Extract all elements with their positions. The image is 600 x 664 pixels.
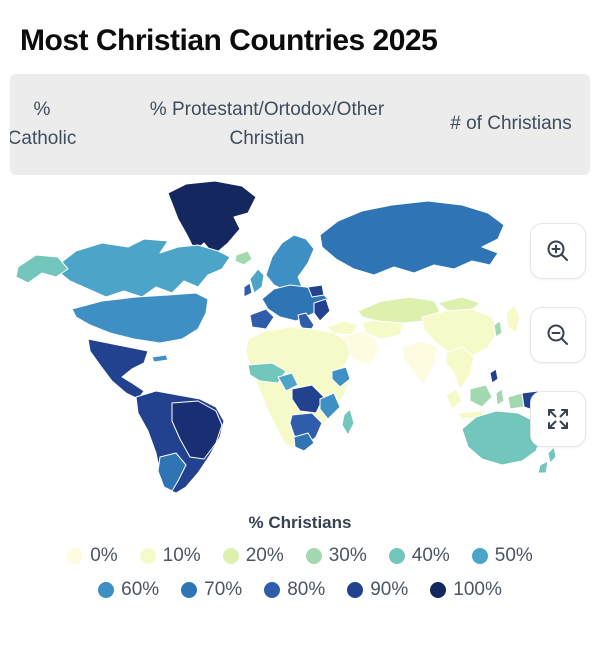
map-region-se-asia[interactable] [445, 346, 475, 390]
legend-item: 70% [181, 579, 242, 601]
map-region-east-africa[interactable] [319, 392, 341, 420]
legend-row-2: 60% 70% 80% 90% 100% [0, 579, 600, 601]
map-region-india[interactable] [401, 340, 439, 386]
legend-label: 50% [494, 545, 533, 566]
map-region-greenland[interactable] [167, 181, 257, 256]
map-region-poland[interactable] [307, 284, 325, 298]
map-region-new-zealand-north[interactable] [547, 446, 557, 464]
legend-item: 100% [430, 579, 502, 601]
map-region-usa[interactable] [71, 292, 209, 344]
map-legend: % Christians 0% 10% 20% 30% 40% [0, 513, 600, 601]
map-region-argentina[interactable] [157, 452, 187, 492]
legend-label: 0% [90, 545, 118, 566]
legend-item: 80% [264, 579, 325, 601]
legend-label: 20% [245, 545, 284, 566]
map-region-nigeria[interactable] [277, 372, 299, 392]
zoom-out-icon [547, 324, 568, 345]
zoom-out-button[interactable] [530, 307, 586, 363]
map-region-canada[interactable] [57, 238, 231, 298]
map-region-russia[interactable] [319, 200, 505, 276]
map-region-cuba[interactable] [151, 354, 169, 363]
world-map-container [10, 181, 590, 501]
legend-label: 100% [453, 579, 502, 600]
map-region-new-guinea-west[interactable] [507, 392, 525, 410]
map-region-west-africa[interactable] [247, 362, 287, 384]
legend-item: 90% [347, 579, 408, 601]
table-header-row: % Catholic % Protestant/Ortodox/Other Ch… [10, 74, 590, 175]
map-region-drc[interactable] [291, 384, 325, 414]
legend-swatch [471, 548, 488, 564]
expand-icon [548, 409, 568, 429]
map-region-south-africa[interactable] [293, 432, 315, 452]
map-region-sumatra[interactable] [445, 388, 463, 410]
map-region-china[interactable] [421, 308, 499, 358]
legend-swatch [98, 582, 115, 598]
legend-swatch [347, 582, 364, 598]
map-region-madagascar[interactable] [341, 408, 355, 436]
map-region-japan[interactable] [505, 304, 521, 334]
map-region-sulawesi[interactable] [495, 388, 505, 406]
legend-swatch [67, 548, 84, 564]
legend-swatch [430, 582, 447, 598]
map-region-korea[interactable] [493, 320, 503, 338]
legend-label: 60% [121, 579, 160, 600]
legend-swatch [222, 548, 239, 564]
legend-label: 30% [328, 545, 367, 566]
legend-label: 90% [370, 579, 409, 600]
map-region-balkans[interactable] [313, 298, 331, 322]
fullscreen-button[interactable] [530, 391, 586, 447]
legend-swatch [264, 582, 281, 598]
page-title: Most Christian Countries 2025 [20, 24, 438, 57]
page: Most Christian Countries 2025 % Catholic… [0, 24, 600, 664]
legend-swatch [305, 548, 322, 564]
legend-label: 10% [162, 545, 201, 566]
legend-label: 40% [411, 545, 450, 566]
zoom-in-icon [547, 240, 568, 261]
map-controls [530, 223, 586, 447]
map-region-iberia[interactable] [249, 308, 275, 330]
legend-item: 10% [139, 545, 201, 567]
legend-row-1: 0% 10% 20% 30% 40% 50% [0, 545, 600, 567]
legend-swatch [388, 548, 405, 564]
column-header-catholic[interactable]: % Catholic [10, 99, 77, 149]
legend-item: 20% [222, 545, 284, 567]
map-region-ireland[interactable] [243, 282, 253, 298]
world-map [15, 181, 557, 494]
column-header-num-christians[interactable]: # of Christians [450, 113, 572, 135]
map-region-alaska[interactable] [15, 254, 69, 284]
legend-item: 0% [67, 545, 118, 567]
legend-title: % Christians [248, 513, 352, 532]
legend-label: 70% [204, 579, 243, 600]
map-region-new-zealand-south[interactable] [537, 460, 549, 474]
legend-item: 60% [98, 579, 159, 601]
legend-item: 50% [471, 545, 533, 567]
map-region-turkey[interactable] [325, 320, 359, 336]
map-region-mexico[interactable] [87, 338, 149, 400]
legend-label: 80% [287, 579, 326, 600]
map-region-iceland[interactable] [234, 250, 253, 266]
map-region-uk[interactable] [249, 268, 265, 294]
legend-swatch [181, 582, 198, 598]
column-header-protestant[interactable]: % Protestant/Ortodox/Other Christian [149, 99, 385, 149]
map-region-philippines[interactable] [489, 368, 499, 384]
map-region-borneo[interactable] [469, 384, 493, 408]
legend-item: 30% [305, 545, 367, 567]
legend-swatch [139, 548, 156, 564]
map-region-brazil[interactable] [171, 400, 223, 460]
map-region-ethiopia[interactable] [331, 366, 351, 388]
zoom-in-button[interactable] [530, 223, 586, 279]
legend-item: 40% [388, 545, 450, 567]
